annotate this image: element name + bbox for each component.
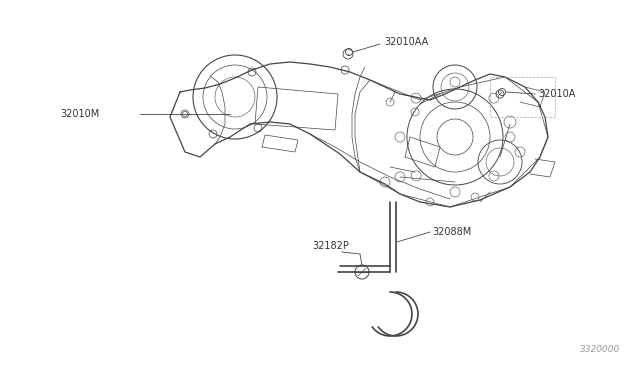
Text: 32010AA: 32010AA [384, 37, 428, 47]
Text: 32010A: 32010A [538, 89, 575, 99]
Text: 32088M: 32088M [432, 227, 471, 237]
Text: 3320000: 3320000 [580, 345, 620, 354]
Text: 32010M: 32010M [60, 109, 99, 119]
Text: 32182P: 32182P [312, 241, 349, 251]
Circle shape [355, 265, 369, 279]
